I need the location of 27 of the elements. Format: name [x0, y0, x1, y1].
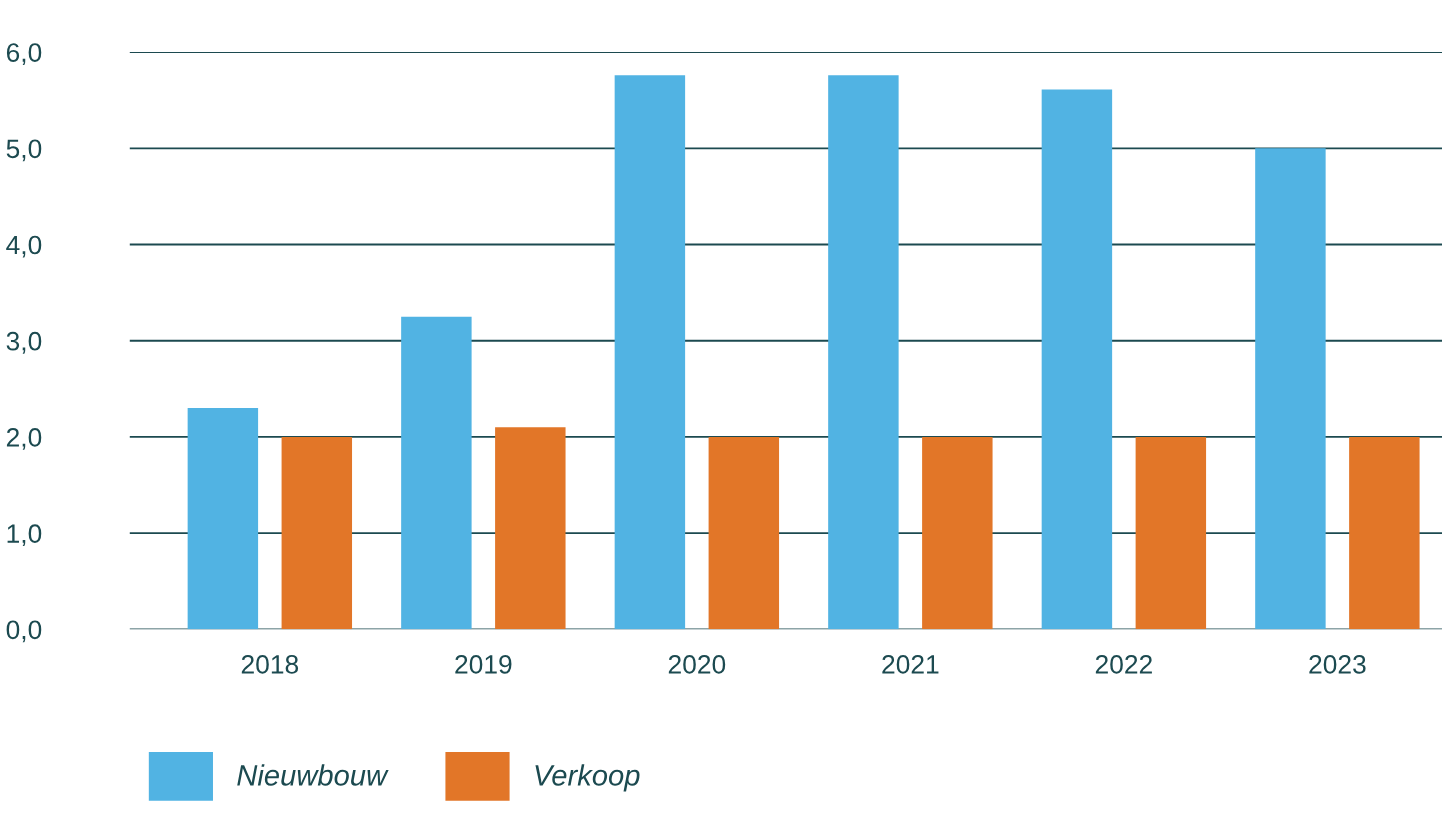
x-tick-label: 2022: [1095, 655, 1152, 674]
y-tick-label: 4,0: [6, 235, 42, 258]
bar: [401, 316, 472, 630]
bar: [1349, 436, 1420, 630]
bar: [828, 75, 899, 630]
y-tick-label: 2,0: [6, 428, 42, 450]
bar: [614, 75, 686, 630]
bar: [1135, 436, 1207, 630]
bar: [708, 436, 780, 630]
bar: [922, 436, 993, 630]
bar: [495, 427, 566, 630]
legend-label: Nieuwbouw: [237, 764, 389, 786]
legend-label: Verkoop: [535, 764, 640, 792]
x-tick-label: 2021: [882, 655, 939, 674]
bar: [1041, 89, 1113, 630]
x-tick-label: 2023: [1309, 655, 1366, 674]
y-tick-label: 0,0: [6, 620, 42, 643]
bar: [281, 436, 353, 630]
y-tick-label: 1,0: [7, 524, 42, 547]
x-tick-label: 2018: [241, 655, 299, 674]
y-tick-label: 3,0: [6, 331, 42, 354]
x-tick-label: 2020: [668, 655, 726, 674]
bar: [187, 408, 259, 630]
bar: [1255, 148, 1326, 630]
x-tick-label: 2019: [455, 655, 512, 674]
y-tick-label: 6,0: [6, 43, 42, 66]
y-tick-label: 5,0: [6, 139, 42, 162]
